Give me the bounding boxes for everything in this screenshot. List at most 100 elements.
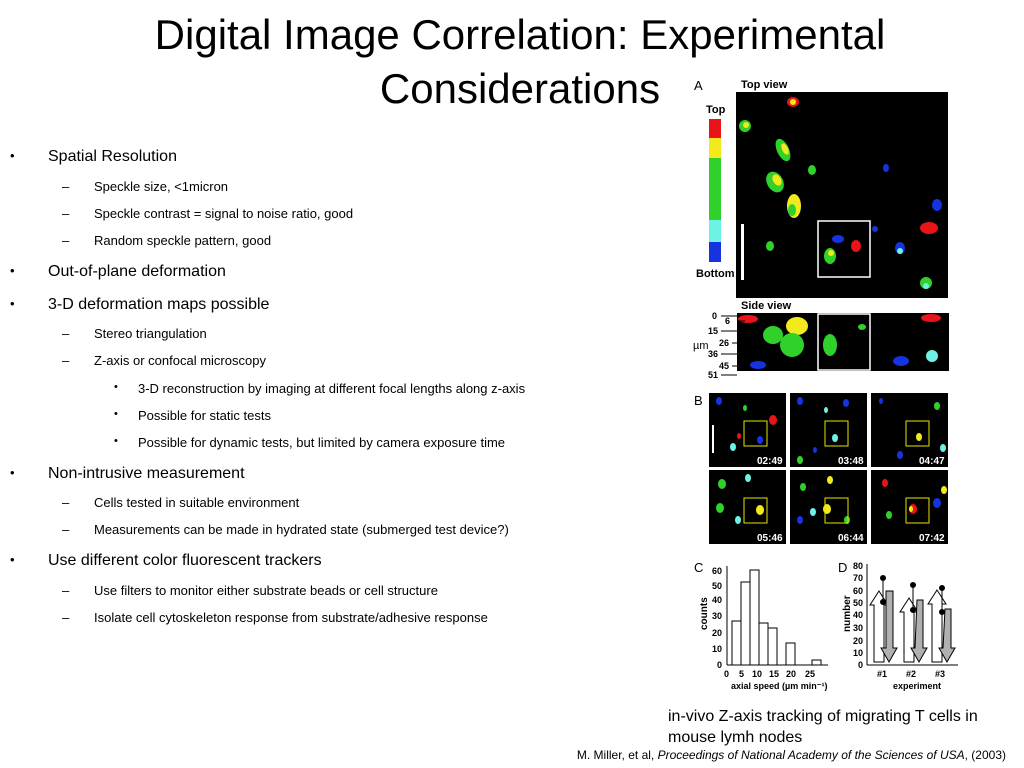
experiment-tick: #3 — [935, 669, 945, 679]
counts-tick: 20 — [712, 628, 722, 638]
bullet-marker: – — [62, 179, 70, 194]
down-arrow — [880, 590, 898, 664]
number-tick: 60 — [853, 586, 863, 596]
cell-spot — [882, 479, 888, 487]
cell-spot — [757, 436, 763, 444]
cell-spot — [934, 402, 940, 410]
speed-tick: 0 — [724, 669, 729, 679]
counts-tick: 50 — [712, 581, 722, 591]
frame-timestamp: 06:44 — [838, 533, 864, 544]
histogram-bars — [731, 569, 822, 666]
cell-spot — [827, 476, 833, 484]
depth-tick: 36 — [708, 349, 718, 359]
tracking-box — [824, 420, 849, 447]
bullet-text: Z-axis or confocal microscopy — [94, 353, 266, 368]
depth-unit: µm — [693, 340, 709, 352]
cell-spot — [843, 399, 849, 407]
cell-spot — [756, 505, 764, 515]
bullet-marker: • — [10, 148, 15, 163]
counts-tick: 40 — [712, 595, 722, 605]
experiment-axis-label: experiment — [893, 681, 941, 691]
cell-spot — [813, 447, 817, 453]
number-tick: 40 — [853, 610, 863, 620]
bullet-list: • Spatial Resolution – Speckle size, <1micr… — [10, 148, 526, 625]
bullet-text: Possible for static tests — [138, 408, 271, 423]
depth-tick: 0 — [712, 311, 717, 321]
time-lapse-frames: 02:49 03:48 04:47 05:46 06:44 07:42 — [709, 393, 948, 544]
counts-axis-label: counts — [699, 597, 710, 630]
frame-timestamp: 03:48 — [838, 456, 864, 467]
number-tick: 80 — [853, 561, 863, 571]
speed-tick: 5 — [739, 669, 744, 679]
top-view-label: Top view — [741, 79, 788, 91]
bullet-text: Out-of-plane deformation — [48, 263, 226, 280]
cell-spot — [886, 511, 892, 519]
time-lapse-frame: 07:42 — [871, 470, 948, 544]
title-line-1: Digital Image Correlation: Experimental — [154, 11, 886, 58]
panel-b-letter: B — [694, 393, 703, 408]
cell-spot — [797, 456, 803, 464]
cell-spot — [810, 508, 816, 516]
citation-journal: Proceedings of National Academy of the S… — [657, 748, 965, 762]
tracking-box — [824, 497, 849, 524]
frame-timestamp: 02:49 — [757, 456, 783, 467]
cell-spot — [933, 498, 941, 508]
bullet-marker: • — [114, 408, 118, 420]
bullet-marker: – — [62, 353, 70, 368]
bullet-marker: • — [114, 381, 118, 393]
bullet-marker: – — [62, 233, 70, 248]
cell-spot — [797, 397, 803, 405]
cell-spot — [735, 516, 741, 524]
histogram-bar — [811, 659, 822, 666]
bullet-text: Measurements can be made in hydrated sta… — [94, 522, 509, 537]
cell-spot — [940, 444, 946, 452]
bullet-marker: • — [114, 435, 118, 447]
bullet-text: Isolate cell cytoskeleton response from … — [94, 610, 488, 625]
bullet-text: Random speckle pattern, good — [94, 233, 272, 248]
time-lapse-frame: 03:48 — [790, 393, 867, 467]
cell-spot — [718, 479, 726, 489]
experiment-tick: #2 — [906, 669, 916, 679]
depth-tick: 51 — [708, 370, 718, 380]
bullet-text: Use filters to monitor either substrate … — [94, 583, 438, 598]
speed-axis-label: axial speed (µm min⁻¹) — [731, 681, 827, 691]
cell-spot — [730, 443, 736, 451]
histogram-axes: 0 10 20 30 40 50 60 0 5 10 15 20 25 axia… — [712, 566, 828, 691]
cell-spot — [716, 503, 724, 513]
top-label: Top — [706, 104, 726, 116]
number-tick: 70 — [853, 573, 863, 583]
bullet-marker: • — [10, 465, 15, 480]
cell-spot — [916, 433, 922, 441]
bullet-marker: – — [62, 206, 70, 221]
bullet-marker: – — [62, 522, 70, 537]
depth-tick: 45 — [719, 361, 729, 371]
cell-spot — [745, 474, 751, 482]
bullet-marker: – — [62, 495, 70, 510]
bullet-text: 3-D reconstruction by imaging at differe… — [138, 381, 526, 396]
title-line-2: Considerations — [379, 65, 661, 112]
bullet-marker: – — [62, 610, 70, 625]
cell-spot — [769, 415, 777, 425]
histogram-bar — [785, 642, 796, 666]
slide-title: Digital Image Correlation: Experimental … — [60, 8, 980, 116]
depth-tick: 15 — [708, 326, 718, 336]
number-tick: 50 — [853, 598, 863, 608]
number-tick: 0 — [858, 660, 863, 670]
bullet-marker: • — [10, 263, 15, 278]
number-tick: 20 — [853, 636, 863, 646]
bullet-text: Stereo triangulation — [94, 326, 207, 341]
cell-spot — [737, 433, 741, 439]
experiment-axes: 0 10 20 30 40 50 60 70 80 #1 #2 #3 exper… — [853, 561, 958, 691]
tracking-box — [743, 420, 768, 447]
side-view-label: Side view — [741, 300, 792, 312]
counts-tick: 30 — [712, 611, 722, 621]
citation-year: , (2003) — [964, 748, 1006, 762]
bullet-marker: – — [62, 583, 70, 598]
time-lapse-frame: 04:47 — [871, 393, 948, 467]
histogram-bar — [740, 581, 751, 666]
bullet-text: 3-D deformation maps possible — [48, 296, 270, 313]
frame-timestamp: 05:46 — [757, 533, 783, 544]
depth-tick: 26 — [719, 338, 729, 348]
histogram-bar — [749, 569, 760, 666]
bullet-text: Non-intrusive measurement — [48, 465, 245, 482]
